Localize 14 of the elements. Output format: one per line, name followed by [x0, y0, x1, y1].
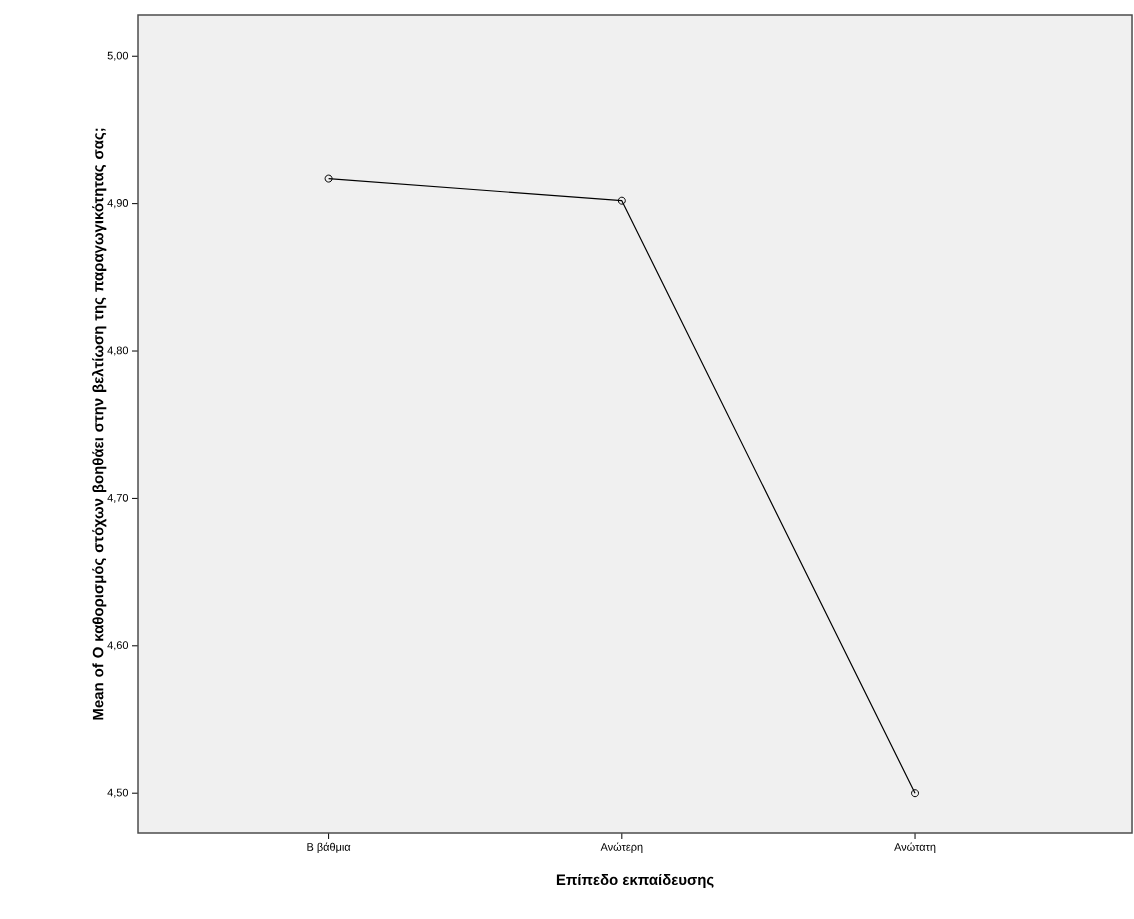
y-axis-title: Mean of Ο καθορισμός στόχων βοηθάει στην βελτίωση της παραγωγικότητας σας; [92, 128, 107, 720]
y-tick-label: 4,50 [107, 788, 129, 798]
x-axis-title: Επίπεδο εκπαίδευσης [556, 873, 714, 888]
x-tick-label: Ανώτατη [894, 842, 936, 854]
point [911, 789, 920, 798]
y-tick-label: 4,70 [107, 493, 129, 503]
y-tick-label: 4,80 [107, 346, 129, 356]
point [324, 174, 333, 183]
x-tick-label: Β βάθμια [307, 842, 351, 854]
y-tick-label: 4,90 [107, 199, 129, 209]
x-tick-label: Ανώτερη [600, 842, 643, 854]
point [617, 196, 626, 205]
y-tick-label: 5,00 [107, 51, 129, 61]
y-tick-label: 4,60 [107, 641, 129, 651]
